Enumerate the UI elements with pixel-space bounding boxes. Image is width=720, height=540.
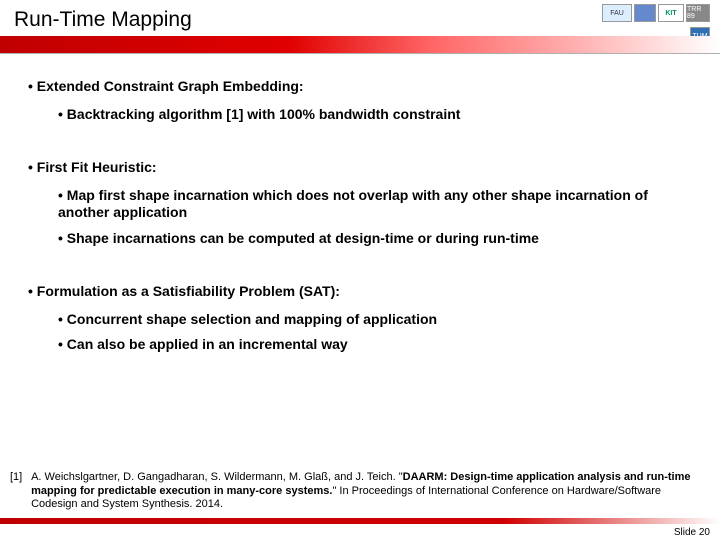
footnote: [1] A. Weichslgartner, D. Gangadharan, S… <box>10 471 706 512</box>
slide-header: Run-Time Mapping FAU KIT TRR 89 TUM <box>0 0 720 48</box>
section-1-item-1: Backtracking algorithm [1] with 100% ban… <box>58 106 692 124</box>
slide-title: Run-Time Mapping <box>14 8 192 32</box>
slide-body: Extended Constraint Graph Embedding: Bac… <box>0 48 720 354</box>
footnote-authors: A. Weichslgartner, D. Gangadharan, S. Wi… <box>31 471 403 483</box>
slide-number: Slide 20 <box>674 527 710 538</box>
fau-logo: FAU <box>602 4 632 22</box>
footer-accent-bar <box>0 518 720 524</box>
section-1: Extended Constraint Graph Embedding: Bac… <box>28 78 692 123</box>
section-2-item-1: Map first shape incarnation which does n… <box>58 187 692 222</box>
footnote-ref: [1] <box>10 471 28 485</box>
globe-icon <box>634 4 656 22</box>
section-2-head: First Fit Heuristic: <box>28 159 692 177</box>
section-3-item-1: Concurrent shape selection and mapping o… <box>58 311 692 329</box>
trr-logo: TRR 89 <box>686 4 710 22</box>
section-3: Formulation as a Satisfiability Problem … <box>28 283 692 354</box>
section-3-head: Formulation as a Satisfiability Problem … <box>28 283 692 301</box>
header-accent-bar <box>0 36 720 54</box>
section-1-head: Extended Constraint Graph Embedding: <box>28 78 692 96</box>
section-2: First Fit Heuristic: Map first shape inc… <box>28 159 692 247</box>
section-3-item-2: Can also be applied in an incremental wa… <box>58 336 692 354</box>
footnote-text: A. Weichslgartner, D. Gangadharan, S. Wi… <box>31 471 705 512</box>
kit-logo: KIT <box>658 4 684 22</box>
section-2-item-2: Shape incarnations can be computed at de… <box>58 230 692 248</box>
